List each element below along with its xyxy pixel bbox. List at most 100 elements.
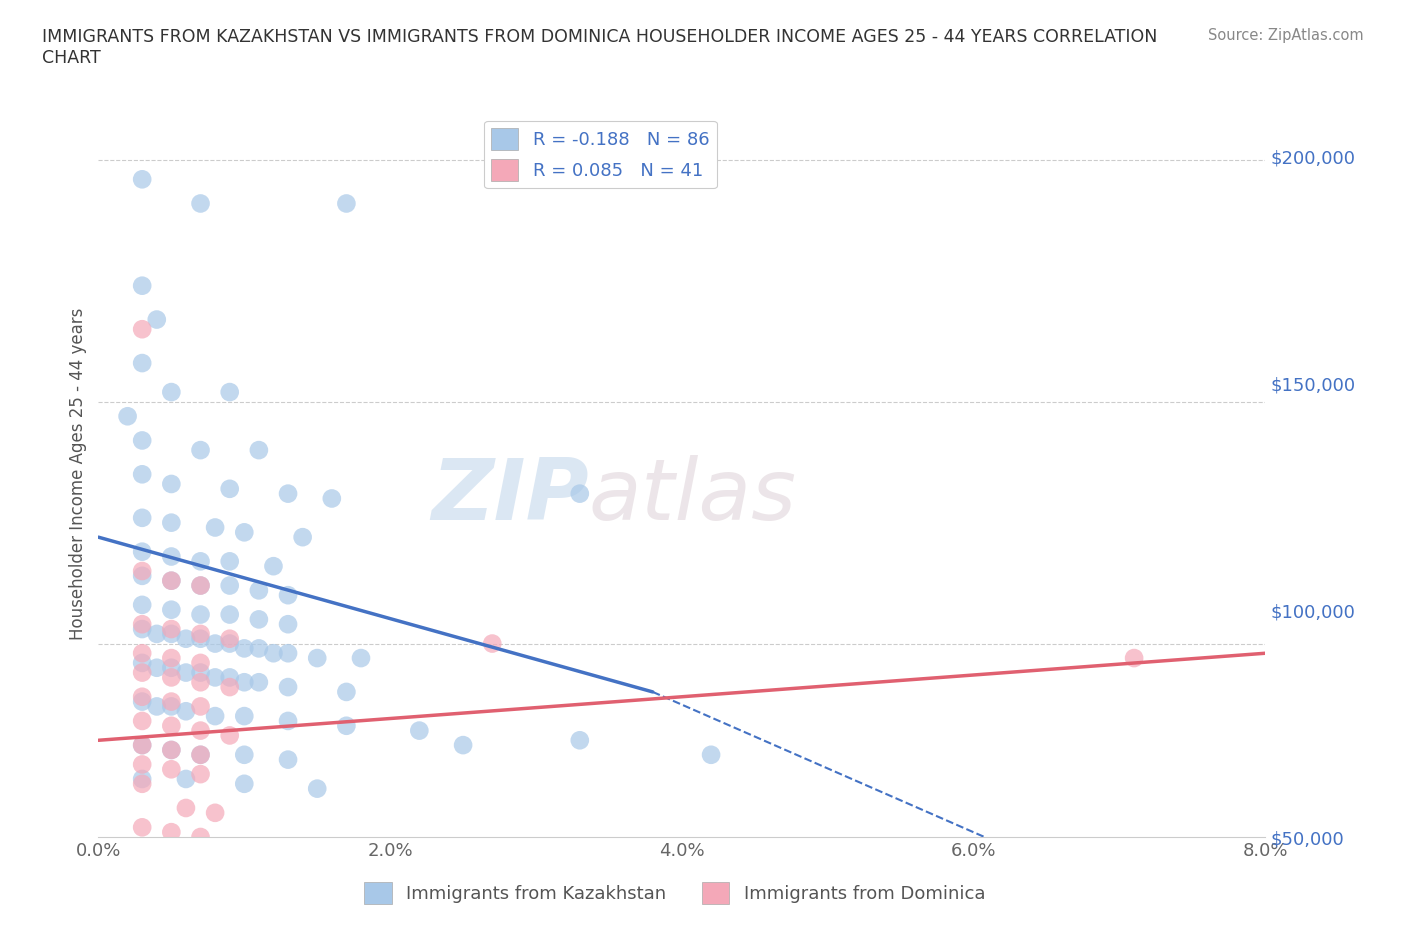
Point (277, 645, 299, 660)
Point (335, 684, 357, 699)
Point (131, 737, 153, 752)
Point (131, 597, 153, 612)
Point (174, 665, 197, 680)
Point (247, 675, 270, 690)
Point (146, 627, 169, 642)
Point (218, 728, 240, 743)
Point (233, 525, 256, 539)
Point (131, 511, 153, 525)
Text: Source: ZipAtlas.com: Source: ZipAtlas.com (1208, 28, 1364, 43)
Point (174, 704, 197, 719)
Point (233, 748, 256, 763)
Point (204, 670, 226, 684)
Point (160, 515, 183, 530)
Point (218, 680, 240, 695)
Point (190, 724, 212, 738)
Point (131, 617, 153, 631)
Point (131, 467, 153, 482)
Text: IMMIGRANTS FROM KAZAKHSTAN VS IMMIGRANTS FROM DOMINICA HOUSEHOLDER INCOME AGES 2: IMMIGRANTS FROM KAZAKHSTAN VS IMMIGRANTS… (42, 28, 1157, 67)
Point (160, 385, 183, 400)
Point (131, 665, 153, 680)
Point (174, 631, 197, 646)
Point (131, 278, 153, 293)
Point (350, 651, 373, 666)
Point (262, 559, 284, 574)
Point (174, 772, 197, 787)
Point (160, 549, 183, 564)
Point (131, 656, 153, 671)
Point (700, 748, 723, 763)
Text: atlas: atlas (589, 455, 797, 538)
Point (131, 433, 153, 448)
Point (131, 737, 153, 752)
Point (131, 757, 153, 772)
Point (247, 583, 270, 598)
Point (481, 636, 503, 651)
Point (160, 762, 183, 777)
Point (160, 621, 183, 636)
Point (160, 660, 183, 675)
Point (568, 733, 591, 748)
Point (262, 645, 284, 660)
Point (131, 777, 153, 791)
Point (131, 172, 153, 187)
Point (277, 588, 299, 603)
Point (218, 607, 240, 622)
Point (131, 355, 153, 370)
Point (218, 636, 240, 651)
Point (408, 724, 430, 738)
Point (321, 491, 343, 506)
Point (160, 699, 183, 714)
Point (190, 665, 212, 680)
Point (190, 748, 212, 763)
Point (218, 631, 240, 646)
Point (277, 486, 299, 501)
Point (131, 564, 153, 578)
Point (131, 883, 153, 897)
Point (146, 699, 169, 714)
Y-axis label: Householder Income Ages 25 - 44 years: Householder Income Ages 25 - 44 years (69, 308, 87, 641)
Point (190, 627, 212, 642)
Point (277, 617, 299, 631)
Point (131, 772, 153, 787)
Point (190, 443, 212, 458)
Point (277, 752, 299, 767)
Point (190, 699, 212, 714)
Point (218, 554, 240, 569)
Point (218, 385, 240, 400)
Point (190, 554, 212, 569)
Point (307, 651, 329, 666)
Point (131, 568, 153, 583)
Point (204, 520, 226, 535)
Point (131, 713, 153, 728)
Point (160, 718, 183, 733)
Point (146, 660, 169, 675)
Point (131, 689, 153, 704)
Point (218, 482, 240, 497)
Point (204, 636, 226, 651)
Point (204, 805, 226, 820)
Point (160, 670, 183, 684)
Point (131, 844, 153, 859)
Point (160, 573, 183, 588)
Point (160, 825, 183, 840)
Legend: R = -0.188   N = 86, R = 0.085   N = 41: R = -0.188 N = 86, R = 0.085 N = 41 (484, 121, 717, 188)
Point (190, 907, 212, 922)
Point (160, 627, 183, 642)
Point (233, 675, 256, 690)
Point (131, 544, 153, 559)
Legend: Immigrants from Kazakhstan, Immigrants from Dominica: Immigrants from Kazakhstan, Immigrants f… (357, 875, 993, 911)
Point (146, 312, 169, 327)
Text: ZIP: ZIP (430, 455, 589, 538)
Point (233, 777, 256, 791)
Point (291, 530, 314, 545)
Point (247, 443, 270, 458)
Point (131, 694, 153, 709)
Point (190, 631, 212, 646)
Point (247, 641, 270, 656)
Point (160, 573, 183, 588)
Point (117, 409, 139, 424)
Point (131, 322, 153, 337)
Point (160, 887, 183, 902)
Point (335, 196, 357, 211)
